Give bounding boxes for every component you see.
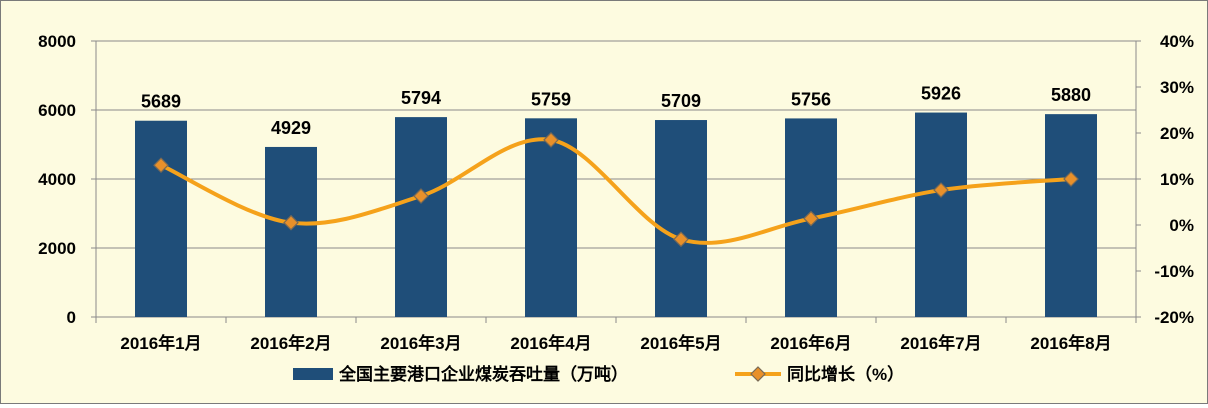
x-axis: 2016年1月 2016年2月 2016年3月 2016年4月 2016年5月 2016年… <box>95 317 1137 353</box>
bar-data-label: 5709 <box>661 91 701 111</box>
y-left-tick-label: 8000 <box>38 32 76 51</box>
legend-line-marker <box>750 366 766 382</box>
x-tick-label: 2016年4月 <box>510 333 591 353</box>
x-tick-label: 2016年6月 <box>770 333 851 353</box>
line-point-marker <box>673 231 689 248</box>
line-point-marker <box>933 182 949 198</box>
bar-series <box>135 112 1097 318</box>
bar-data-label: 5689 <box>141 92 181 112</box>
bar-data-labels: 5689 4929 5794 5759 5709 5756 5926 5880 <box>141 84 1091 138</box>
line-point-marker <box>283 214 299 231</box>
bar-data-label: 5756 <box>791 89 831 109</box>
line-point-marker <box>413 188 429 204</box>
x-tick-label: 2016年2月 <box>250 333 331 353</box>
y-right-tick-label: -10% <box>1154 262 1194 281</box>
y-left-tick-label: 0 <box>67 308 76 327</box>
x-tick-label: 2016年5月 <box>640 333 721 353</box>
legend-line-label: 同比增长（%） <box>787 364 904 384</box>
y-right-tick-label: 40% <box>1160 32 1194 51</box>
bar <box>265 146 317 317</box>
x-tick-label: 2016年1月 <box>120 333 201 353</box>
x-tick-label: 2016年8月 <box>1030 333 1111 353</box>
growth-line <box>159 137 1073 245</box>
bar <box>395 117 447 318</box>
legend-bar-swatch <box>293 368 333 380</box>
y-axis-left: 0 2000 4000 6000 8000 <box>38 32 96 327</box>
y-right-tick-label: 10% <box>1160 170 1194 189</box>
x-tick-label: 2016年3月 <box>380 333 461 353</box>
line-series <box>153 132 1079 248</box>
x-tick-label: 2016年7月 <box>900 333 981 353</box>
bar-data-label: 4929 <box>271 118 311 138</box>
bar <box>915 112 967 317</box>
bar-data-label: 5794 <box>401 88 441 108</box>
y-left-tick-label: 6000 <box>38 101 76 120</box>
y-right-tick-label: 0% <box>1169 216 1194 235</box>
bar-data-label: 5926 <box>921 84 961 104</box>
bar <box>655 120 707 318</box>
legend: 全国主要港口企业煤炭吞吐量（万吨） 同比增长（%） <box>293 364 904 384</box>
legend-bar-label: 全国主要港口企业煤炭吞吐量（万吨） <box>338 364 628 384</box>
y-right-tick-label: -20% <box>1154 308 1194 327</box>
bar-data-label: 5759 <box>531 89 571 109</box>
y-left-tick-label: 2000 <box>38 239 76 258</box>
line-point-marker <box>153 157 169 174</box>
gridlines <box>95 40 1137 318</box>
bar <box>525 118 577 317</box>
line-point-marker <box>803 210 819 227</box>
y-axis-right: -20% -10% 0% 10% 20% 30% 40% <box>1136 32 1194 327</box>
bar <box>135 120 187 318</box>
line-point-marker <box>1063 171 1079 187</box>
line-point-marker <box>543 132 559 148</box>
y-right-tick-label: 20% <box>1160 124 1194 143</box>
bar-data-label: 5880 <box>1051 85 1091 105</box>
bar <box>1045 114 1097 317</box>
y-right-tick-label: 30% <box>1160 78 1194 97</box>
y-left-tick-label: 4000 <box>38 170 76 189</box>
